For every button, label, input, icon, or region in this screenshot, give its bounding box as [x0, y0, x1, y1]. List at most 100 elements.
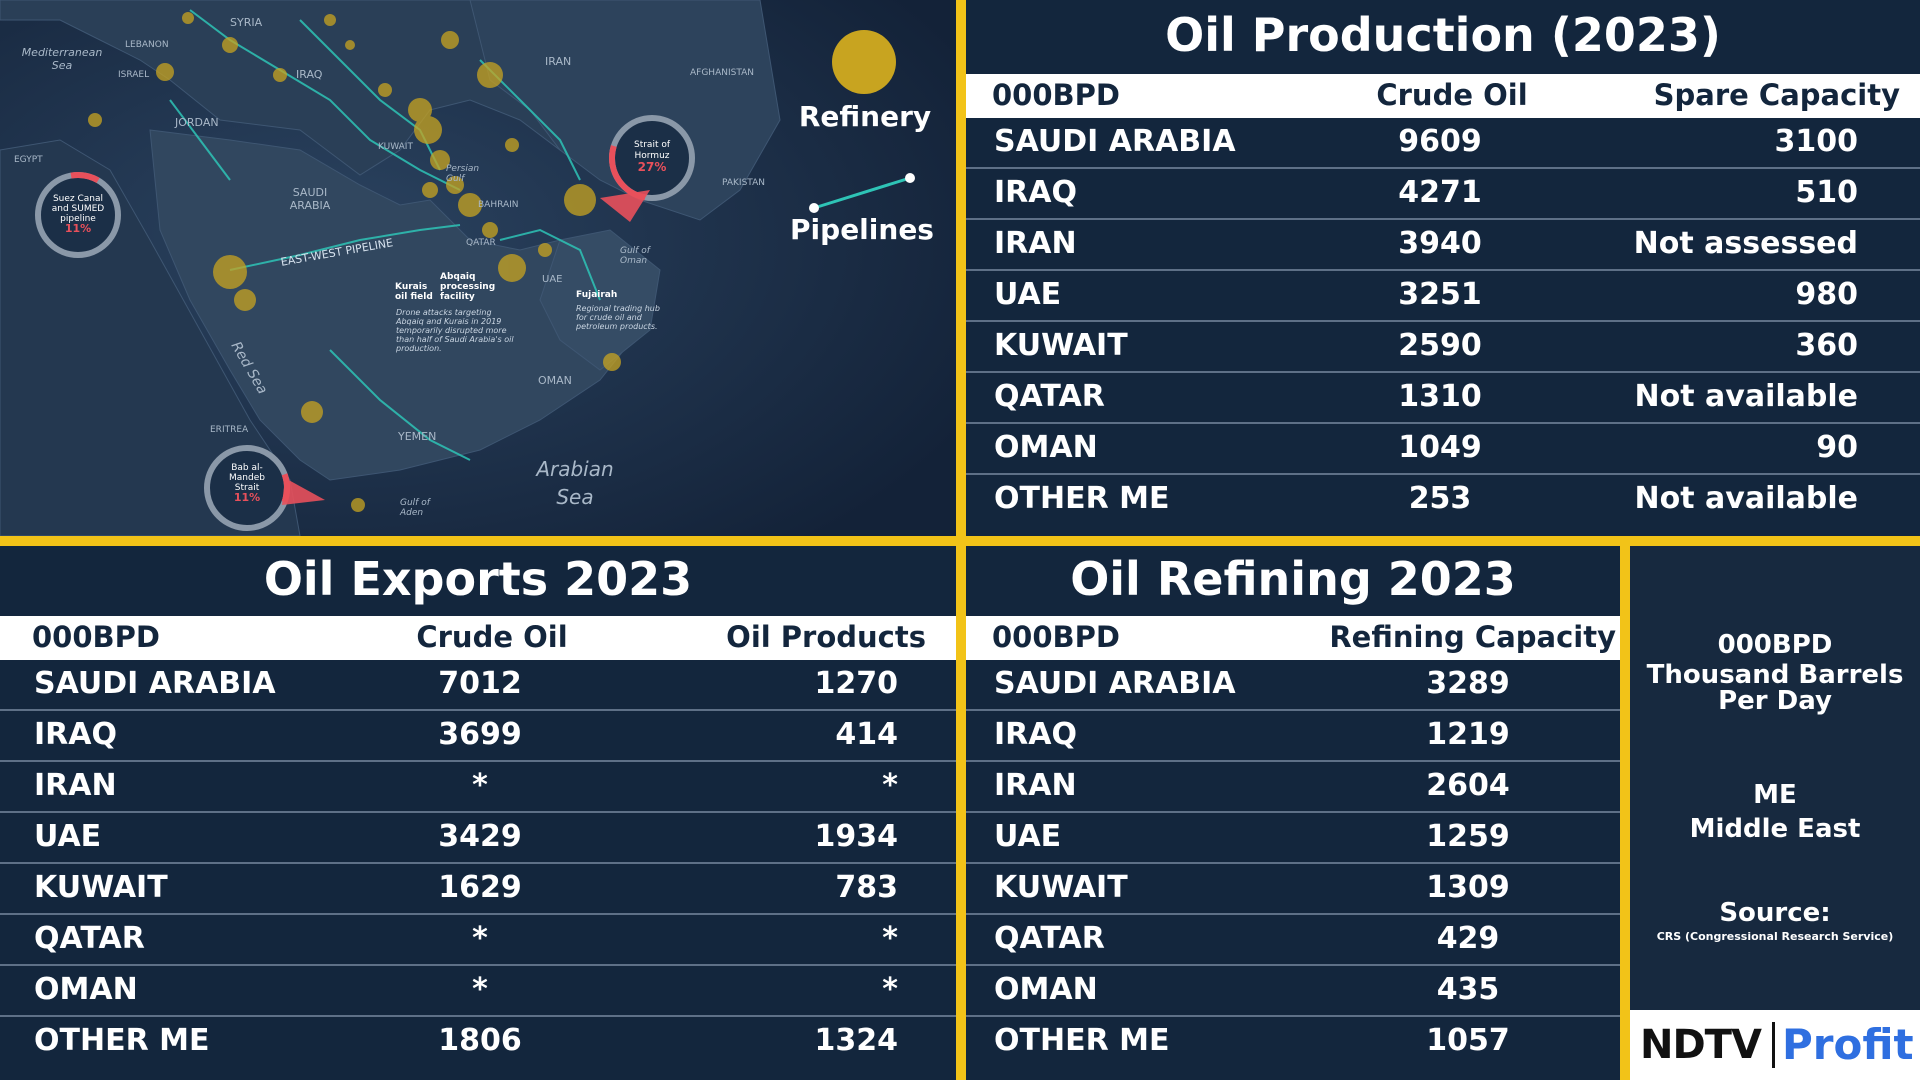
row-country: OMAN [994, 430, 1098, 465]
row-country: QATAR [34, 921, 145, 956]
map-label-jordan: JORDAN [175, 116, 219, 129]
row-products: 1934 [814, 819, 899, 854]
production-panel: Oil Production (2023) 000BPD Crude Oil S… [966, 0, 1920, 536]
table-row: OMAN 435 [966, 966, 1620, 1017]
bab-callout [204, 445, 325, 531]
table-row: OTHER ME 1057 [966, 1017, 1620, 1066]
row-products: * [882, 921, 898, 956]
exports-header-products: Oil Products [726, 620, 926, 654]
production-header: 000BPD Crude Oil Spare Capacity [966, 74, 1920, 118]
row-country: UAE [994, 277, 1062, 312]
horizontal-divider [0, 536, 1920, 546]
map-label-saudi: SAUDI ARABIA [289, 186, 331, 212]
row-country: KUWAIT [994, 328, 1128, 363]
table-row: IRAN 3940 Not assessed [966, 220, 1920, 271]
hormuz-callout-label: Strait of Hormuz [633, 140, 671, 161]
table-row: KUWAIT 2590 360 [966, 322, 1920, 373]
map-label-israel: ISRAEL [118, 70, 150, 80]
production-header-spare: Spare Capacity [1653, 78, 1900, 112]
row-crude: 9609 [1398, 124, 1482, 159]
row-crude: 2590 [1398, 328, 1482, 363]
map-label-persian-gulf: Persian Gulf [446, 164, 480, 184]
suez-callout-label: Suez Canal and SUMED pipeline [51, 194, 105, 224]
exports-title: Oil Exports 2023 [263, 552, 693, 606]
table-row: IRAN 2604 [966, 762, 1620, 813]
row-crude: 7012 [438, 666, 522, 701]
map-label-mediterranean: Mediterranean Sea [21, 46, 103, 72]
me-abbreviation: ME [1753, 780, 1797, 810]
row-capacity: 1219 [1426, 717, 1510, 752]
hormuz-callout [600, 115, 695, 222]
exports-rows: SAUDI ARABIA 7012 1270 IRAQ 3699 414 IRAN * * … [0, 660, 956, 1066]
row-country: SAUDI ARABIA [994, 124, 1236, 159]
row-spare: 980 [1795, 277, 1858, 312]
bpd-abbreviation: 000BPD [1717, 630, 1833, 660]
table-row: QATAR * * [0, 915, 956, 966]
table-row: IRAQ 3699 414 [0, 711, 956, 762]
row-crude: 4271 [1398, 175, 1482, 210]
refining-header-capacity: Refining Capacity [1329, 620, 1616, 654]
bpd-definition: 000BPD Thousand Barrels Per Day [1630, 630, 1920, 716]
row-products: 414 [835, 717, 898, 752]
map-label-uae: UAE [542, 274, 563, 285]
table-row: SAUDI ARABIA 9609 3100 [966, 118, 1920, 169]
table-row: OMAN 1049 90 [966, 424, 1920, 475]
row-capacity: 435 [1436, 972, 1500, 1007]
row-country: KUWAIT [34, 870, 168, 905]
bpd-full-line-1: Thousand Barrels [1646, 660, 1904, 690]
pipeline-yemen [329, 349, 471, 461]
row-spare: 3100 [1774, 124, 1859, 159]
map-label-eritrea: ERITREA [210, 425, 249, 435]
source-note: Source: CRS (Congressional Research Serv… [1630, 898, 1920, 943]
row-country: OMAN [994, 972, 1098, 1007]
map-label-lebanon: LEBANON [125, 40, 169, 50]
production-header-unit: 000BPD [992, 78, 1120, 112]
table-row: SAUDI ARABIA 3289 [966, 660, 1620, 711]
row-capacity: 2604 [1426, 768, 1510, 803]
table-row: IRAN * * [0, 762, 956, 813]
row-spare: 510 [1795, 175, 1858, 210]
bab-callout-percent: 11% [233, 491, 261, 504]
refining-header: 000BPD Refining Capacity [966, 616, 1620, 660]
row-country: OTHER ME [34, 1023, 210, 1058]
notes-panel: 000BPD Thousand Barrels Per Day ME Middl… [1630, 546, 1920, 1080]
me-full: Middle East [1689, 814, 1861, 844]
bpd-full-line-2: Per Day [1718, 686, 1832, 716]
row-country: UAE [994, 819, 1062, 854]
map-label-arabian-sea: Arabian Sea [536, 457, 614, 509]
row-products: * [882, 768, 898, 803]
suez-callout [35, 171, 121, 258]
exports-panel: Oil Exports 2023 000BPD Crude Oil Oil Pr… [0, 546, 956, 1080]
row-country: UAE [34, 819, 102, 854]
land-arabia [149, 129, 641, 481]
bab-callout-label: Bab al-Mandeb Strait [229, 463, 265, 493]
row-crude: 3251 [1398, 277, 1482, 312]
refinery-legend-swatch [832, 30, 896, 94]
table-row: UAE 3429 1934 [0, 813, 956, 864]
row-crude: 3699 [438, 717, 522, 752]
row-country: IRAQ [34, 717, 117, 752]
map-label-fujairah-note: Regional trading hub for crude oil and p… [576, 304, 660, 331]
map-panel: SYRIA IRAN IRAQ LEBANON ISRAEL JORDAN KU… [0, 0, 956, 536]
row-country: OTHER ME [994, 1023, 1170, 1058]
map-label-gulf-of-oman: Gulf of Oman [620, 246, 650, 266]
refining-rows: SAUDI ARABIA 3289 IRAQ 1219 IRAN 2604 UAE 12… [966, 660, 1620, 1066]
hormuz-callout-text: Strait of Hormuz 27% [622, 140, 682, 173]
table-row: OMAN * * [0, 966, 956, 1017]
table-row: QATAR 429 [966, 915, 1620, 966]
row-products: 1324 [814, 1023, 899, 1058]
pipelines-legend-label: Pipelines [790, 213, 934, 246]
row-capacity: 1309 [1426, 870, 1510, 905]
production-title: Oil Production (2023) [1165, 8, 1721, 62]
row-country: OMAN [34, 972, 138, 1007]
row-crude: * [472, 921, 488, 956]
row-crude: * [472, 972, 488, 1007]
production-rows: SAUDI ARABIA 9609 3100 IRAQ 4271 510 IRAN 394… [966, 118, 1920, 524]
row-capacity: 429 [1436, 921, 1500, 956]
source-text: CRS (Congressional Research Service) [1656, 930, 1894, 943]
row-country: KUWAIT [994, 870, 1128, 905]
ndtv-wordmark: NDTV [1640, 1022, 1762, 1068]
row-crude: 1310 [1398, 379, 1482, 414]
suez-callout-text: Suez Canal and SUMED pipeline 11% [46, 194, 110, 234]
table-row: IRAQ 1219 [966, 711, 1620, 762]
